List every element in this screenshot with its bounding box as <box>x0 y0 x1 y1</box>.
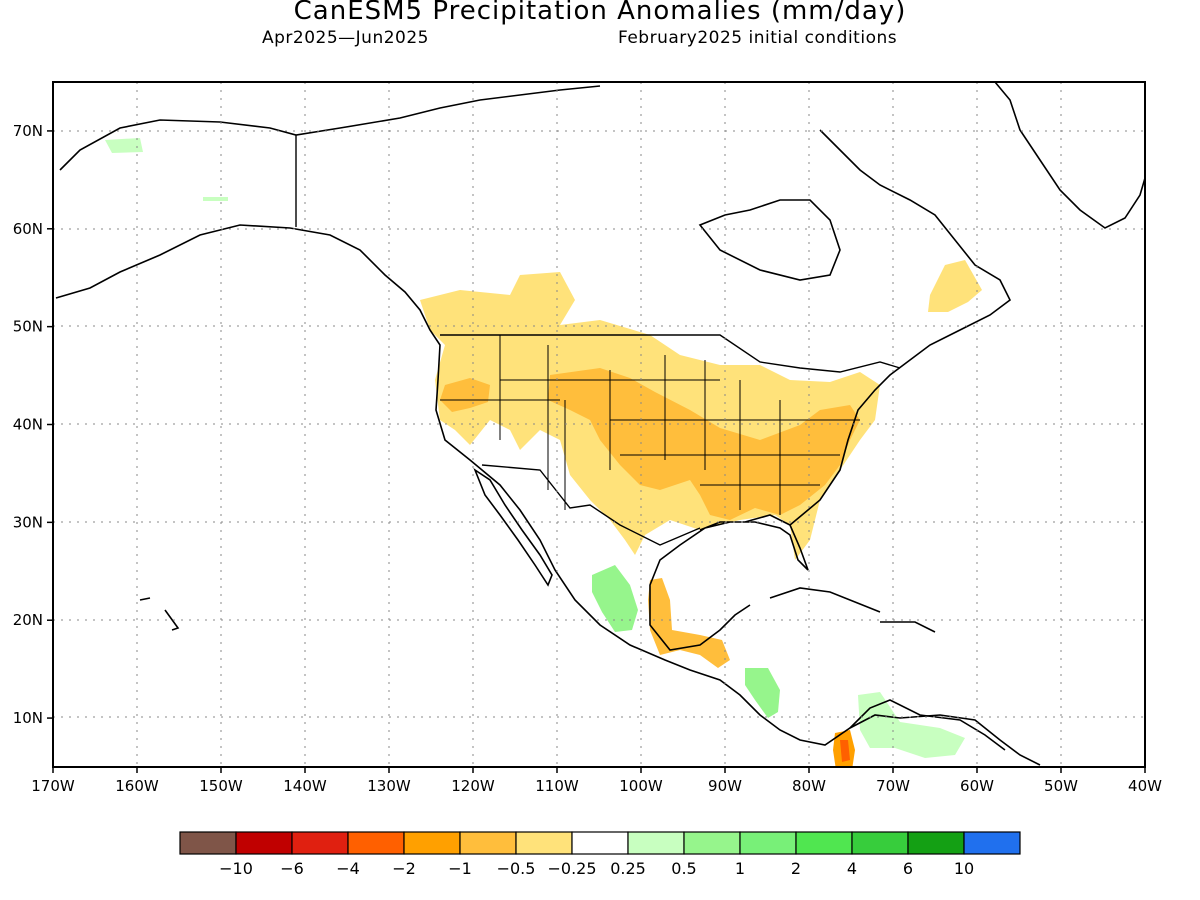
colorbar-label: −2 <box>392 859 416 878</box>
colorbar-label: −0.25 <box>547 859 596 878</box>
colorbar-swatch <box>235 831 293 855</box>
colorbar-label: −4 <box>336 859 360 878</box>
colorbar-label: 0.25 <box>610 859 646 878</box>
north-america-coastline <box>55 224 1041 766</box>
colorbar-swatch <box>739 831 797 855</box>
x-tick-label: 170W <box>31 777 75 795</box>
x-tick-label: 90W <box>708 777 742 795</box>
us-state-lines <box>440 335 860 515</box>
x-tick-label: 120W <box>451 777 495 795</box>
colorbar-swatch <box>515 831 573 855</box>
x-tick-label: 150W <box>199 777 243 795</box>
colorbar-swatch <box>291 831 349 855</box>
colorbar-label: 4 <box>847 859 857 878</box>
hispaniola <box>880 621 936 633</box>
colorbar-swatch <box>851 831 909 855</box>
wet-region-central-america <box>745 668 780 718</box>
south-america-coast <box>849 699 1006 751</box>
y-tick-label: 60N <box>13 220 43 238</box>
colorbar-swatch <box>571 831 629 855</box>
atlantic-coastline <box>789 129 1012 526</box>
cuba <box>769 587 881 613</box>
y-tick-label: 50N <box>13 318 43 336</box>
y-tick-label: 70N <box>13 122 43 140</box>
colorbar-swatch <box>179 831 237 855</box>
x-tick-label: 110W <box>535 777 579 795</box>
y-tick-label: 20N <box>13 611 43 629</box>
x-tick-label: 140W <box>283 777 327 795</box>
graticule <box>53 82 1145 767</box>
y-tick-label: 10N <box>13 709 43 727</box>
colorbar-swatch <box>963 831 1021 855</box>
y-tick-label: 30N <box>13 513 43 531</box>
colorbar-label: 2 <box>791 859 801 878</box>
colorbar-label: −0.5 <box>497 859 536 878</box>
wet-region-venezuela <box>858 692 965 758</box>
x-tick-label: 70W <box>876 777 910 795</box>
colorbar-label: −1 <box>448 859 472 878</box>
colorbar-swatch <box>347 831 405 855</box>
colorbar-label: 6 <box>903 859 913 878</box>
dry-region-strong-panama <box>840 740 850 762</box>
x-tick-label: 100W <box>619 777 663 795</box>
colorbar-swatch <box>627 831 685 855</box>
chart-title: CanESM5 Precipitation Anomalies (mm/day) <box>293 0 907 26</box>
colorbar-label: 10 <box>954 859 974 878</box>
x-tick-label: 50W <box>1044 777 1078 795</box>
x-tick-label: 40W <box>1128 777 1162 795</box>
colorbar-swatch <box>795 831 853 855</box>
colorbar: −10 −6 −4 −2 −1 −0.5 −0.25 0.25 0.5 1 2 4 6 10 <box>179 831 1021 878</box>
colorbar-label: −10 <box>219 859 253 878</box>
us-canada-border <box>440 334 901 373</box>
dry-region-light-labrador <box>928 260 982 312</box>
political-boundaries <box>295 135 901 546</box>
anomaly-shading <box>105 138 982 767</box>
latitude-axis: 10N 20N 30N 40N 50N 60N 70N <box>13 122 53 727</box>
wet-region-alaska-interior <box>203 197 228 201</box>
colorbar-swatch <box>683 831 741 855</box>
x-tick-label: 130W <box>367 777 411 795</box>
hudson-bay-coastline <box>698 199 841 281</box>
colorbar-label: 0.5 <box>671 859 696 878</box>
hawaii <box>139 597 180 631</box>
x-tick-label: 60W <box>960 777 994 795</box>
colorbar-swatch <box>403 831 461 855</box>
x-tick-label: 160W <box>115 777 159 795</box>
init-subtitle: February2025 initial conditions <box>618 28 898 48</box>
period-subtitle: Apr2025—Jun2025 <box>262 28 429 48</box>
wet-region-alaska-north <box>105 138 143 153</box>
baja-california <box>473 467 553 587</box>
colorbar-label: −6 <box>280 859 304 878</box>
dry-region-medium-west <box>440 378 490 412</box>
dry-region-medium-mexico <box>648 578 730 668</box>
us-mexico-border <box>481 464 701 546</box>
colorbar-swatch <box>459 831 517 855</box>
coastlines <box>55 82 1145 766</box>
y-tick-label: 40N <box>13 416 43 434</box>
dry-region-medium-central <box>548 368 860 520</box>
x-tick-label: 80W <box>792 777 826 795</box>
colorbar-label: 1 <box>735 859 745 878</box>
wet-region-western-mexico <box>592 565 638 632</box>
greenland-coastline <box>994 82 1145 229</box>
longitude-axis: 170W 160W 150W 140W 130W 120W 110W 100W 90W 80W 70… <box>31 767 1162 795</box>
colorbar-swatch <box>907 831 965 855</box>
